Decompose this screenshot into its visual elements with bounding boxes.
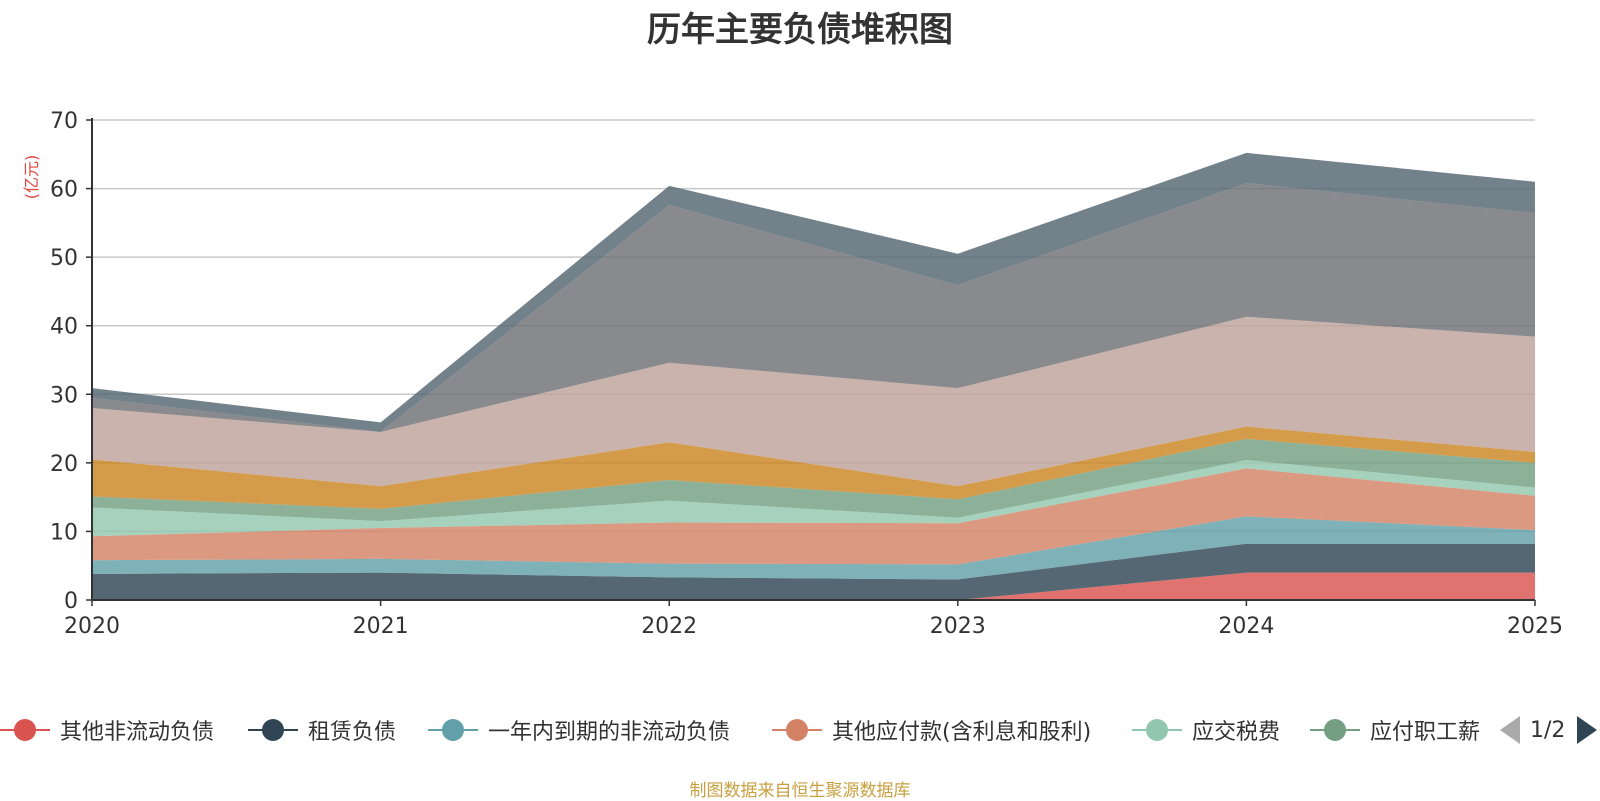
area-series-1[interactable]: [92, 543, 1535, 600]
legend-label: 其他应付款(含利息和股利): [832, 720, 1092, 745]
area-series-4[interactable]: [92, 460, 1535, 537]
legend-label: 应付职工薪酬: [1370, 720, 1480, 745]
y-tick-label: 30: [50, 383, 78, 408]
legend-item[interactable]: 一年内到期的非流动负债: [428, 710, 730, 750]
area-series-7[interactable]: [92, 316, 1535, 487]
legend-marker-icon: [1310, 717, 1360, 743]
y-tick-label: 50: [50, 246, 78, 271]
data-source-note: 制图数据来自恒生聚源数据库: [689, 781, 911, 801]
area-series-8[interactable]: [92, 183, 1535, 432]
legend-prev-icon[interactable]: [1500, 716, 1520, 744]
x-tick-label: 2021: [353, 614, 409, 639]
legend-label: 租赁负债: [308, 720, 397, 745]
area-series-9[interactable]: [92, 152, 1535, 432]
legend-label: 其他非流动负债: [60, 720, 215, 745]
legend-next-icon[interactable]: [1577, 716, 1598, 744]
area-series-0[interactable]: [92, 572, 1535, 600]
x-tick-label: 2025: [1507, 614, 1563, 639]
y-tick-label: 10: [50, 520, 78, 545]
legend: 其他非流动负债 租赁负债 一年内到期的非流动负债 其他应付款(含利息和股利) 应交税费 应…: [0, 710, 1600, 750]
chart-title: 历年主要负债堆积图: [647, 10, 953, 50]
legend-item[interactable]: 应交税费: [1132, 710, 1280, 750]
plot-area: 0 10 20 30 40 50 60 70 2020 2021 2022 2023 2024 2025: [50, 109, 1563, 639]
y-tick-label: 0: [64, 589, 78, 614]
x-tick-label: 2024: [1218, 614, 1274, 639]
legend-marker-icon: [1132, 717, 1182, 743]
x-tick-label: 2022: [641, 614, 697, 639]
legend-item[interactable]: 应付职工薪酬: [1310, 710, 1480, 750]
y-tick-label: 60: [50, 178, 78, 203]
legend-page-indicator: 1/2: [1530, 717, 1566, 743]
area-series-2[interactable]: [92, 516, 1535, 580]
x-tick-label: 2023: [930, 614, 986, 639]
legend-pager: 1/2: [1500, 710, 1598, 750]
area-series-5[interactable]: [92, 438, 1535, 522]
legend-label: 应交税费: [1192, 720, 1281, 745]
legend-item[interactable]: 租赁负债: [248, 710, 396, 750]
y-tick-label: 40: [50, 315, 78, 340]
area-series-3[interactable]: [92, 468, 1535, 565]
legend-item[interactable]: 其他非流动负债: [0, 710, 214, 750]
legend-marker-icon: [772, 717, 822, 743]
x-tick-label: 2020: [64, 614, 120, 639]
y-tick-label: 20: [50, 452, 78, 477]
legend-marker-icon: [248, 717, 298, 743]
area-series-6[interactable]: [92, 426, 1535, 509]
legend-label: 一年内到期的非流动负债: [488, 720, 731, 745]
legend-marker-icon: [428, 717, 478, 743]
y-tick-label: 70: [50, 109, 78, 134]
legend-marker-icon: [0, 717, 50, 743]
legend-item[interactable]: 其他应付款(含利息和股利): [772, 710, 1091, 750]
